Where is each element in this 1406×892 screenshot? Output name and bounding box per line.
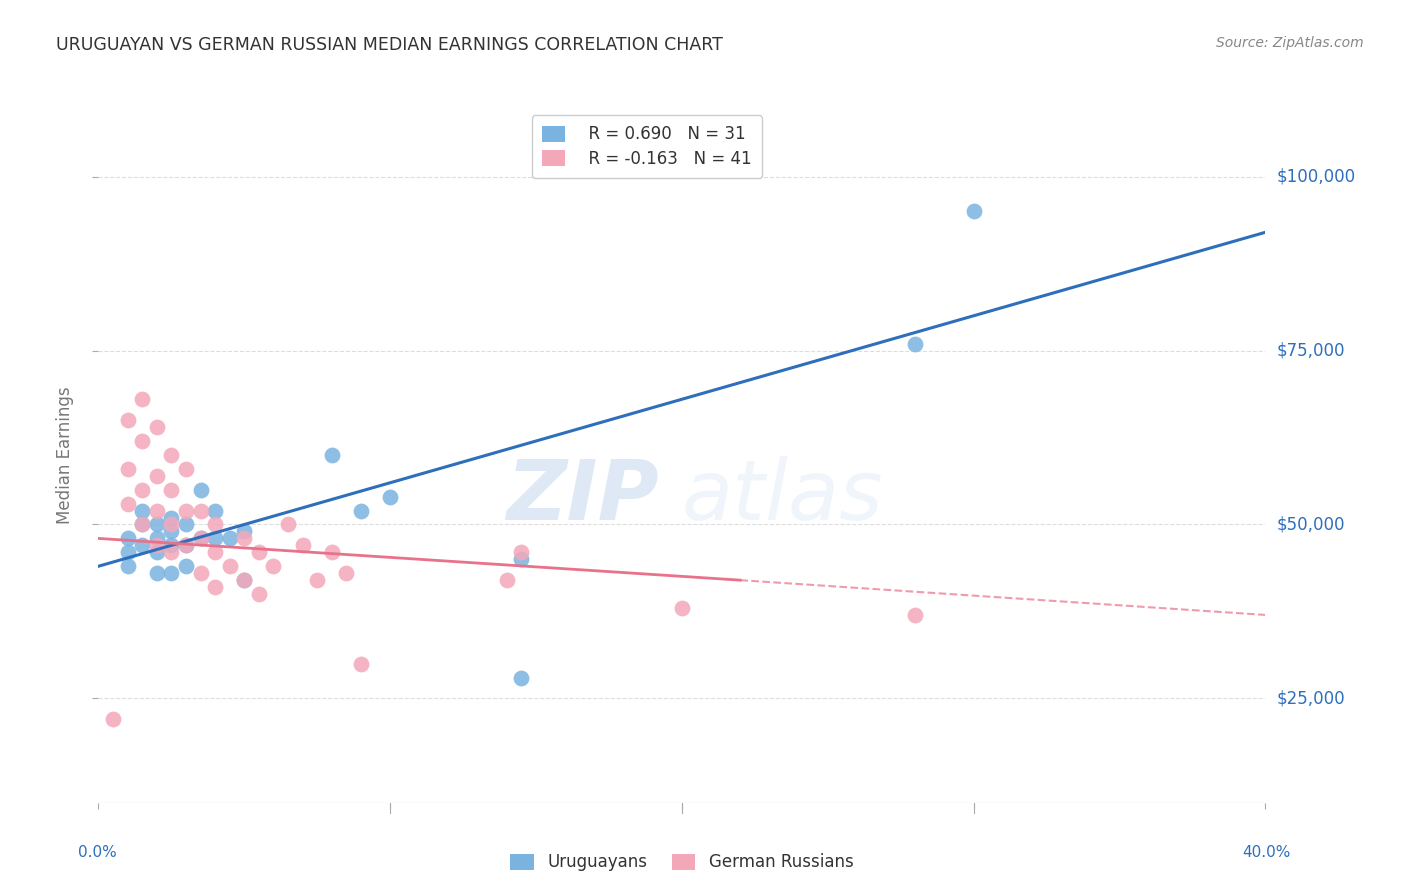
Point bbox=[131, 538, 153, 552]
Point bbox=[247, 545, 270, 559]
Point bbox=[233, 573, 256, 587]
Text: $75,000: $75,000 bbox=[1277, 342, 1346, 359]
Point bbox=[190, 483, 212, 497]
Point bbox=[146, 420, 169, 434]
Point bbox=[174, 503, 197, 517]
Point bbox=[160, 483, 183, 497]
Point bbox=[233, 532, 256, 546]
Point bbox=[204, 580, 226, 594]
Text: $25,000: $25,000 bbox=[1277, 690, 1346, 707]
Point bbox=[146, 545, 169, 559]
Point bbox=[218, 532, 240, 546]
Text: URUGUAYAN VS GERMAN RUSSIAN MEDIAN EARNINGS CORRELATION CHART: URUGUAYAN VS GERMAN RUSSIAN MEDIAN EARNI… bbox=[56, 36, 723, 54]
Point bbox=[350, 503, 373, 517]
Point bbox=[233, 573, 256, 587]
Point bbox=[962, 204, 984, 219]
Point bbox=[335, 566, 357, 581]
Point bbox=[146, 517, 169, 532]
Point bbox=[160, 448, 183, 462]
Point bbox=[131, 517, 153, 532]
Point bbox=[262, 559, 284, 574]
Text: Source: ZipAtlas.com: Source: ZipAtlas.com bbox=[1216, 36, 1364, 50]
Point bbox=[510, 671, 533, 685]
Point bbox=[131, 483, 153, 497]
Point bbox=[204, 532, 226, 546]
Point bbox=[204, 545, 226, 559]
Point bbox=[131, 434, 153, 448]
Point bbox=[378, 490, 402, 504]
Y-axis label: Median Earnings: Median Earnings bbox=[56, 386, 75, 524]
Point bbox=[321, 545, 343, 559]
Point bbox=[904, 607, 927, 622]
Point bbox=[146, 532, 169, 546]
Point bbox=[174, 517, 197, 532]
Point bbox=[233, 524, 256, 539]
Point bbox=[321, 448, 343, 462]
Point bbox=[160, 545, 183, 559]
Point bbox=[174, 559, 197, 574]
Point bbox=[117, 532, 139, 546]
Legend: Uruguayans, German Russians: Uruguayans, German Russians bbox=[503, 847, 860, 878]
Point bbox=[204, 503, 226, 517]
Text: $50,000: $50,000 bbox=[1277, 516, 1346, 533]
Text: $100,000: $100,000 bbox=[1277, 168, 1355, 186]
Point bbox=[174, 538, 197, 552]
Point bbox=[117, 497, 139, 511]
Point bbox=[160, 510, 183, 524]
Text: ZIP: ZIP bbox=[506, 456, 658, 537]
Point bbox=[117, 413, 139, 427]
Text: 0.0%: 0.0% bbox=[77, 845, 117, 860]
Point bbox=[190, 566, 212, 581]
Text: 40.0%: 40.0% bbox=[1243, 845, 1291, 860]
Point bbox=[307, 573, 329, 587]
Point bbox=[160, 538, 183, 552]
Point bbox=[146, 468, 169, 483]
Point bbox=[190, 503, 212, 517]
Point bbox=[510, 545, 533, 559]
Point bbox=[495, 573, 517, 587]
Point bbox=[131, 503, 153, 517]
Point bbox=[117, 462, 139, 476]
Point bbox=[174, 538, 197, 552]
Point bbox=[247, 587, 270, 601]
Point bbox=[131, 517, 153, 532]
Point bbox=[146, 503, 169, 517]
Point bbox=[277, 517, 299, 532]
Point bbox=[146, 566, 169, 581]
Point bbox=[904, 336, 927, 351]
Point bbox=[146, 538, 169, 552]
Point bbox=[204, 517, 226, 532]
Point bbox=[117, 559, 139, 574]
Point bbox=[190, 532, 212, 546]
Point bbox=[218, 559, 240, 574]
Point bbox=[160, 517, 183, 532]
Point bbox=[350, 657, 373, 671]
Point bbox=[101, 712, 124, 726]
Point bbox=[174, 462, 197, 476]
Point bbox=[160, 524, 183, 539]
Point bbox=[117, 545, 139, 559]
Point bbox=[190, 532, 212, 546]
Text: atlas: atlas bbox=[682, 456, 883, 537]
Point bbox=[291, 538, 314, 552]
Point bbox=[131, 392, 153, 407]
Point bbox=[671, 601, 693, 615]
Point bbox=[160, 566, 183, 581]
Point bbox=[510, 552, 533, 566]
